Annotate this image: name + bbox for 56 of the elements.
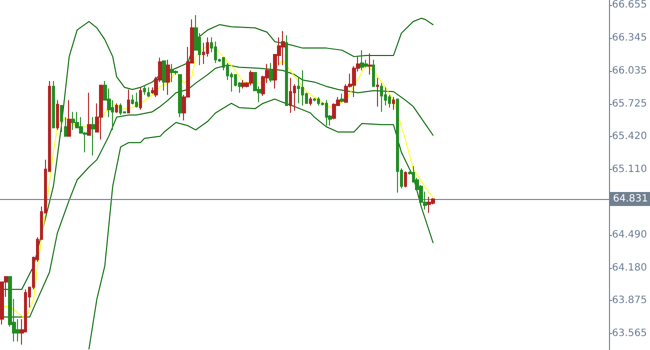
y-tick-label: 65.725	[612, 98, 648, 110]
y-tick-label: 64.490	[612, 230, 648, 241]
candlestick	[269, 62, 273, 83]
candlestick	[127, 89, 130, 114]
candlestick	[139, 86, 142, 110]
candlestick	[396, 98, 399, 194]
line-series	[88, 98, 434, 350]
candlestick	[143, 84, 146, 96]
candlestick	[368, 52, 372, 76]
candlestick	[115, 102, 118, 114]
candlestick	[376, 77, 379, 108]
candlestick	[99, 84, 103, 140]
candlestick	[135, 92, 138, 108]
candlestick	[392, 96, 395, 110]
candlestick	[119, 102, 122, 116]
candlestick	[71, 111, 75, 130]
candlestick	[166, 59, 170, 96]
candlestick	[52, 80, 55, 128]
candlestick	[313, 98, 316, 102]
candlestick	[91, 116, 95, 156]
y-tick-label: 66.345	[612, 32, 648, 44]
y-tick-label: 64.180	[612, 262, 648, 274]
candlestick	[67, 100, 71, 137]
candlestick	[64, 116, 67, 137]
line-series	[1, 18, 434, 290]
y-tick-label: 63.565	[612, 328, 648, 340]
candlestick	[360, 50, 364, 71]
candlestick	[340, 93, 344, 103]
candlestick	[281, 30, 285, 66]
candlestick	[301, 70, 304, 106]
candlestick	[241, 79, 245, 89]
candlestick	[285, 34, 288, 106]
candlestick	[87, 92, 91, 136]
candlestick	[147, 86, 150, 98]
ref-line-label: 64.831	[613, 194, 648, 205]
y-tick-label: 66.655	[612, 0, 648, 10]
candlestick	[162, 60, 166, 92]
candlestick	[178, 74, 182, 118]
candlestick	[380, 82, 383, 112]
candlestick	[170, 64, 174, 83]
candlestick	[289, 77, 292, 114]
candlestick	[56, 100, 59, 130]
candlestick	[131, 94, 134, 105]
y-tick-label: 63.875	[612, 295, 648, 306]
candlestick	[60, 104, 63, 133]
candlestick	[317, 96, 320, 106]
candlestick	[325, 100, 328, 126]
candlestick	[372, 59, 375, 87]
candlestick	[309, 96, 312, 106]
y-tick-label: 65.110	[612, 164, 648, 175]
y-tick-label: 66.035	[612, 65, 648, 76]
candlestick	[214, 41, 217, 64]
y-tick-label: 65.420	[612, 130, 648, 142]
candlestick	[404, 170, 407, 188]
candlestick	[249, 70, 253, 86]
candlestick	[427, 196, 431, 214]
